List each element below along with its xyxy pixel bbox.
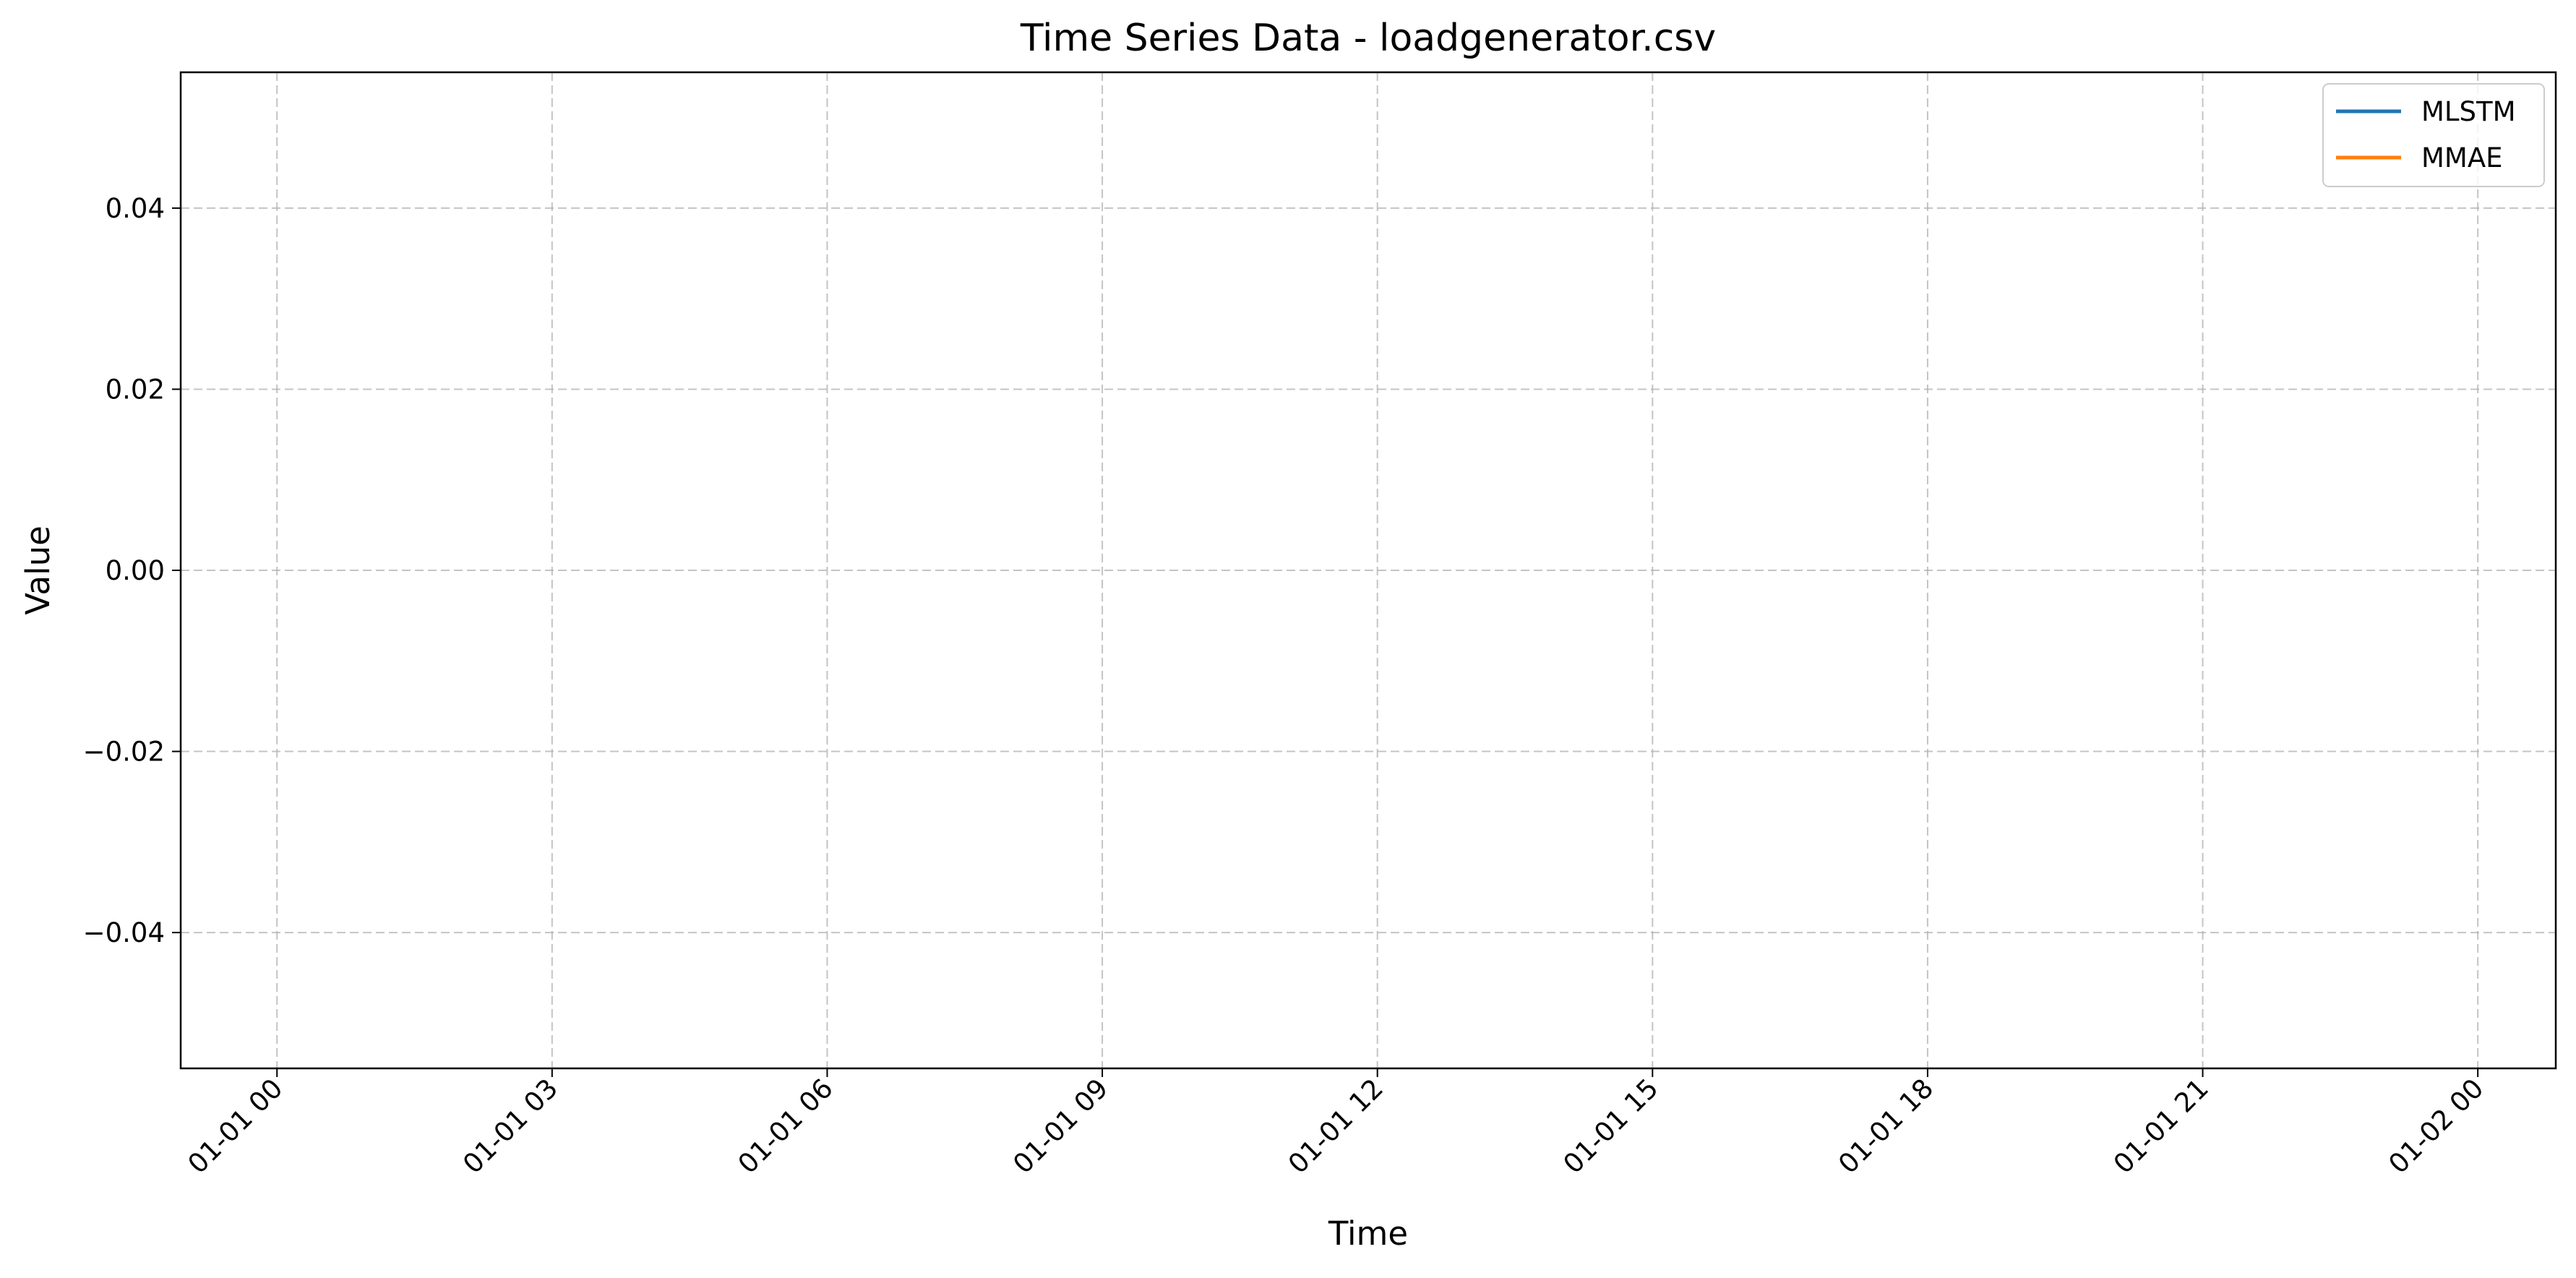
chart-title: Time Series Data - loadgenerator.csv [1020,17,1716,60]
legend-item-mlstm: MLSTM [2336,96,2516,127]
x-axis-label: Time [1328,1214,1408,1253]
y-axis: 0.04 0.02 0.00 −0.02 −0.04 [83,193,181,948]
y-tick-label: −0.04 [83,917,165,948]
legend-item-mmae: MMAE [2336,142,2503,173]
legend-label-mlstm: MLSTM [2421,96,2516,127]
y-tick-label: 0.02 [106,374,165,405]
y-tick-label: 0.04 [106,193,165,224]
y-tick-label: 0.00 [106,555,165,586]
y-tick-label: −0.02 [83,737,165,768]
legend: MLSTM MMAE [2322,83,2545,187]
legend-label-mmae: MMAE [2421,142,2503,173]
y-axis-label: Value [19,526,57,615]
grid [181,72,2556,1068]
